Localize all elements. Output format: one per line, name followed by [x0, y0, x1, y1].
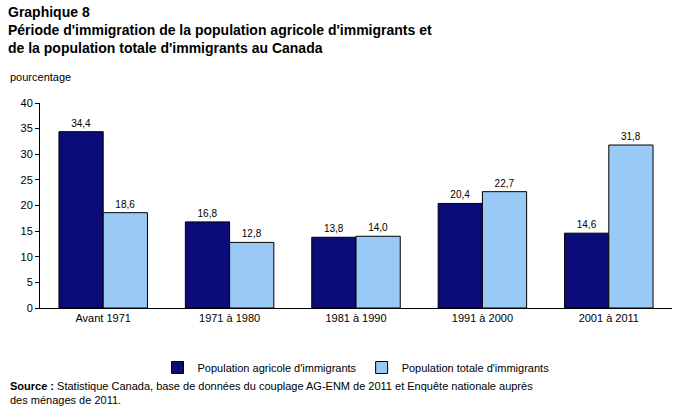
- svg-text:5: 5: [27, 276, 33, 288]
- svg-text:1991 à 2000: 1991 à 2000: [452, 312, 513, 324]
- svg-text:35: 35: [21, 122, 33, 134]
- svg-text:40: 40: [21, 97, 33, 109]
- svg-text:22,7: 22,7: [495, 178, 515, 189]
- svg-text:0: 0: [27, 302, 33, 314]
- svg-text:12,8: 12,8: [242, 228, 262, 239]
- svg-text:Population totale d'immigrants: Population totale d'immigrants: [402, 362, 550, 374]
- svg-text:14,6: 14,6: [577, 219, 597, 230]
- svg-text:16,8: 16,8: [198, 208, 218, 219]
- svg-text:13,8: 13,8: [324, 223, 344, 234]
- svg-text:31,8: 31,8: [621, 131, 641, 142]
- svg-text:18,6: 18,6: [115, 199, 135, 210]
- svg-text:20,4: 20,4: [450, 189, 470, 200]
- svg-text:20: 20: [21, 199, 33, 211]
- svg-text:30: 30: [21, 148, 33, 160]
- svg-text:Source : Statistique Canada, b: Source : Statistique Canada, base de don…: [10, 380, 533, 406]
- svg-text:14,0: 14,0: [368, 222, 388, 233]
- svg-text:25: 25: [21, 174, 33, 186]
- svg-text:1981 à 1990: 1981 à 1990: [325, 312, 386, 324]
- svg-text:Population agricole d'immigran: Population agricole d'immigrants: [198, 362, 357, 374]
- svg-text:1971 à 1980: 1971 à 1980: [199, 312, 260, 324]
- svg-text:2001 à 2011: 2001 à 2011: [579, 312, 639, 324]
- svg-text:15: 15: [21, 225, 33, 237]
- svg-text:10: 10: [21, 251, 33, 263]
- svg-text:Graphique 8Période d'immigrati: Graphique 8Période d'immigration de la p…: [8, 4, 432, 56]
- svg-text:Avant 1971: Avant 1971: [75, 312, 130, 324]
- svg-text:pourcentage: pourcentage: [10, 71, 71, 83]
- svg-text:34,4: 34,4: [71, 118, 91, 129]
